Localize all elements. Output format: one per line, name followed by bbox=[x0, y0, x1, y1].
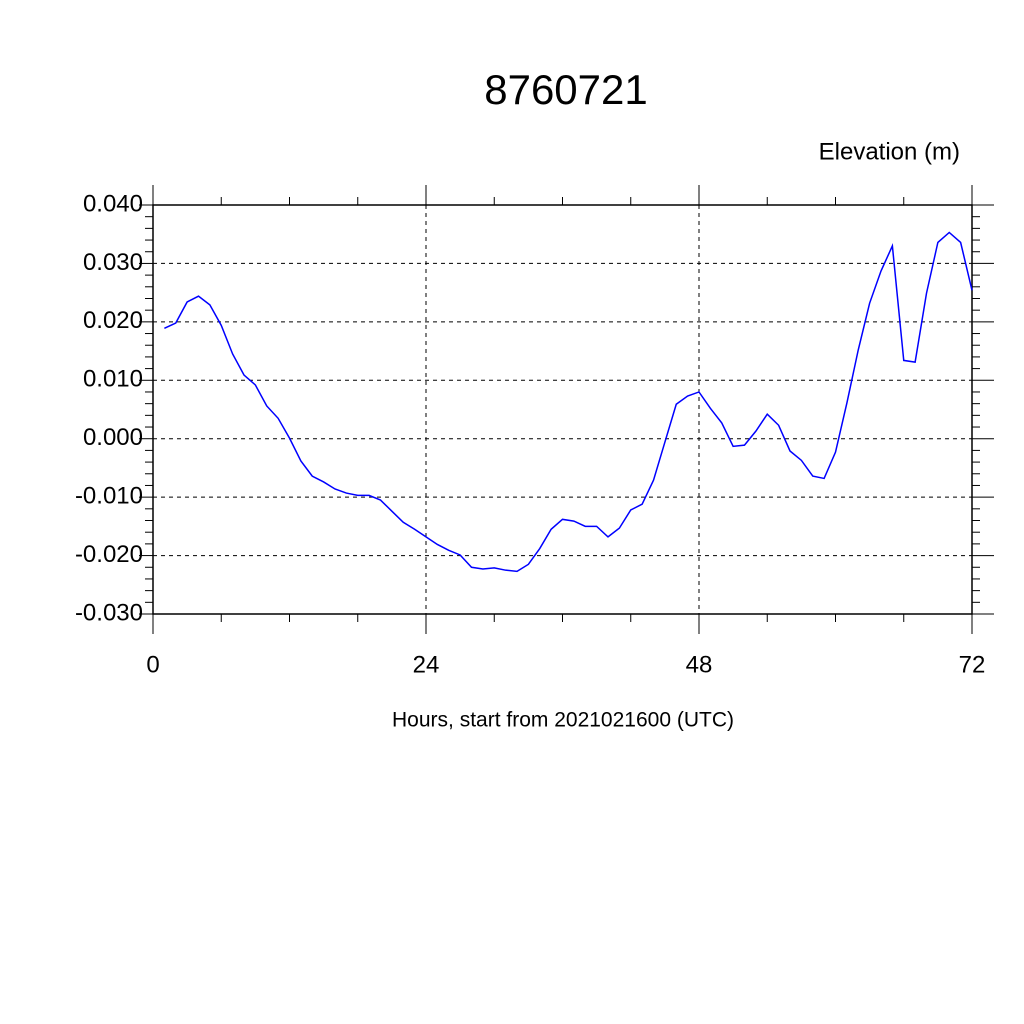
y-tick-label: 0.010 bbox=[83, 366, 143, 393]
x-tick-label: 48 bbox=[686, 651, 713, 678]
y-tick-label: -0.020 bbox=[75, 541, 143, 568]
x-tick-label: 24 bbox=[413, 651, 440, 678]
y-tick-label: 0.020 bbox=[83, 307, 143, 334]
chart-title: 8760721 bbox=[484, 66, 648, 113]
y-tick-label: -0.010 bbox=[75, 482, 143, 509]
x-axis-label: Hours, start from 2021021600 (UTC) bbox=[392, 709, 734, 732]
x-tick-label: 72 bbox=[959, 651, 986, 678]
y-tick-label: 0.030 bbox=[83, 249, 143, 276]
y-tick-label: -0.030 bbox=[75, 599, 143, 626]
plot-frame bbox=[152, 204, 973, 615]
data-line bbox=[164, 231, 973, 573]
y-axis-label: Elevation (m) bbox=[819, 138, 960, 165]
y-tick-label: 0.000 bbox=[83, 424, 143, 451]
x-tick-label: 0 bbox=[146, 651, 159, 678]
y-tick-label: 0.040 bbox=[83, 190, 143, 217]
